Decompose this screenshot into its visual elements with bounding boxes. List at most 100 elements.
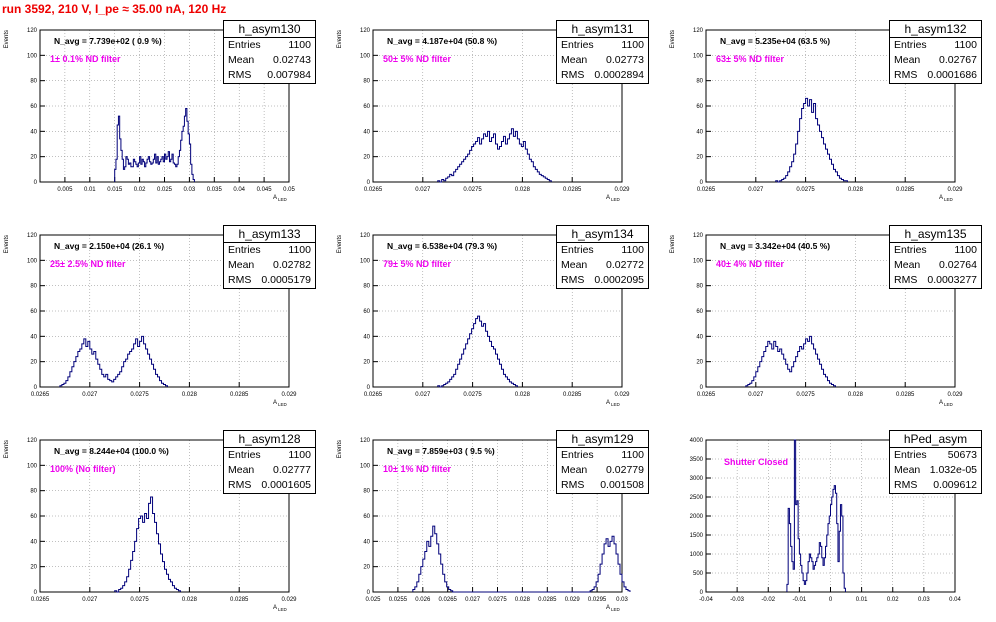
y-tick-label: 100 (27, 258, 38, 264)
x-tick-label: 0.035 (207, 187, 223, 193)
x-tick-label: 0.04 (233, 187, 245, 193)
histogram-bin (176, 589, 178, 592)
filter-label: Shutter Closed (724, 457, 789, 467)
histogram-bin (115, 169, 116, 182)
histogram-bin (84, 339, 86, 387)
histogram-bin (839, 178, 841, 182)
histogram-bin (814, 103, 816, 182)
stats-box: h_asym130 Entries 1100 Mean 0.02743 RMS 0.0079… (223, 20, 316, 84)
histogram-bin (74, 362, 76, 387)
stats-value: 0.0002095 (594, 274, 644, 286)
histogram-bin (535, 169, 537, 182)
histogram-bin (184, 116, 185, 182)
n-avg-label: N_avg = 8.244e+04 (100.0 %) (54, 446, 169, 456)
x-tick-label: 0.0255 (389, 597, 408, 603)
x-tick-label: 0.029 (947, 392, 963, 398)
histogram-bin (482, 139, 484, 182)
stats-row-mean: Mean 0.02773 (557, 53, 648, 68)
histogram-panel: 0.0265 0.027 0.0275 0.028 0.0285 0.029 0 20 40 60… (333, 10, 653, 210)
histogram-bin (150, 162, 151, 182)
histogram-bin (145, 513, 147, 592)
histogram-bin (838, 562, 839, 592)
x-axis-subscript: LED (611, 607, 621, 612)
histogram-bin (527, 154, 529, 182)
histogram-bin (814, 565, 815, 592)
histogram-bin (133, 159, 134, 182)
histogram-bin (798, 539, 799, 592)
y-tick-label: 60 (696, 104, 703, 110)
histogram-series (745, 335, 836, 387)
histogram-bin (139, 519, 141, 592)
x-tick-label: 0.029 (614, 392, 630, 398)
x-axis-title: A (606, 400, 610, 406)
x-tick-label: 0.0285 (538, 597, 557, 603)
histogram-bin (832, 497, 833, 592)
x-tick-label: 0.028 (515, 187, 531, 193)
histogram-bin (446, 383, 448, 387)
histogram-bin (829, 516, 830, 592)
y-tick-label: 40 (30, 129, 37, 135)
histogram-bin (135, 162, 136, 182)
histogram-bin (168, 579, 170, 592)
histogram-bin (507, 139, 509, 182)
histogram-bin (484, 134, 486, 182)
y-tick-label: 20 (363, 565, 370, 571)
histogram-bin (478, 316, 480, 387)
histogram-bin (62, 384, 64, 387)
histogram-bin (782, 354, 784, 387)
stats-value: 0.02779 (606, 464, 644, 476)
histogram-bin (454, 374, 456, 387)
histogram-bin (171, 159, 172, 182)
histogram-bin (163, 562, 165, 592)
histogram-svg: -0.04 -0.03 -0.02 -0.01 0 0.01 0.02 0.03 0.04 0 50… (690, 438, 962, 603)
histogram-bin (66, 381, 68, 387)
histogram-bin (590, 591, 592, 592)
histogram-bin (468, 339, 470, 387)
histogram-bin (80, 349, 82, 387)
histogram-bin (835, 493, 836, 592)
histogram-bin (798, 352, 800, 387)
y-tick-label: 0 (700, 590, 704, 596)
y-axis-title: Events (337, 30, 343, 48)
histogram-panel: 0.0265 0.027 0.0275 0.028 0.0285 0.029 0 20 40 60… (666, 215, 986, 415)
x-axis-title: A (273, 195, 277, 201)
histogram-bin (770, 344, 772, 387)
histogram-bin (466, 344, 468, 387)
histogram-bin (121, 150, 122, 182)
stats-row-rms: RMS 0.0005179 (224, 273, 315, 288)
y-tick-label: 100 (27, 463, 38, 469)
histogram-bin (839, 531, 840, 592)
histogram-bin (766, 346, 768, 387)
histogram-bin (154, 369, 156, 387)
n-avg-label: N_avg = 5.235e+04 (63.5 %) (720, 36, 831, 46)
stats-row-mean: Mean 0.02764 (890, 258, 981, 273)
histogram-bin (490, 341, 492, 387)
histogram-bin (136, 164, 137, 182)
histogram-bin (150, 359, 152, 387)
y-tick-label: 60 (696, 309, 703, 315)
x-axis-subscript: LED (278, 402, 288, 407)
stats-value: 50673 (947, 449, 977, 461)
x-tick-label: 0.0265 (364, 187, 383, 193)
stats-row-rms: RMS 0.007984 (224, 68, 315, 83)
histogram-panel: 0.025 0.0255 0.026 0.0265 0.027 0.0275 0.028 0.… (333, 420, 653, 620)
histogram-bin (830, 383, 832, 387)
y-tick-label: 0 (367, 590, 371, 596)
histogram-bin (754, 377, 756, 387)
histogram-bin (108, 379, 110, 387)
histogram-bin (492, 346, 494, 387)
histogram-bin (812, 112, 814, 182)
histogram-bin (183, 126, 184, 182)
histogram-bin (78, 352, 80, 387)
stats-key: Mean (561, 259, 588, 271)
histogram-bin (776, 346, 778, 387)
histogram-bin (841, 179, 843, 182)
histogram-bin (503, 374, 505, 387)
y-tick-label: 2500 (690, 495, 704, 501)
y-axis-title: Events (4, 235, 10, 253)
histogram-bin (186, 109, 187, 182)
stats-box: h_asym135 Entries 1100 Mean 0.02764 RMS 0.0003… (889, 225, 982, 289)
histogram-bin (817, 558, 818, 592)
histogram-bin (152, 163, 153, 182)
histogram-bin (796, 144, 798, 182)
